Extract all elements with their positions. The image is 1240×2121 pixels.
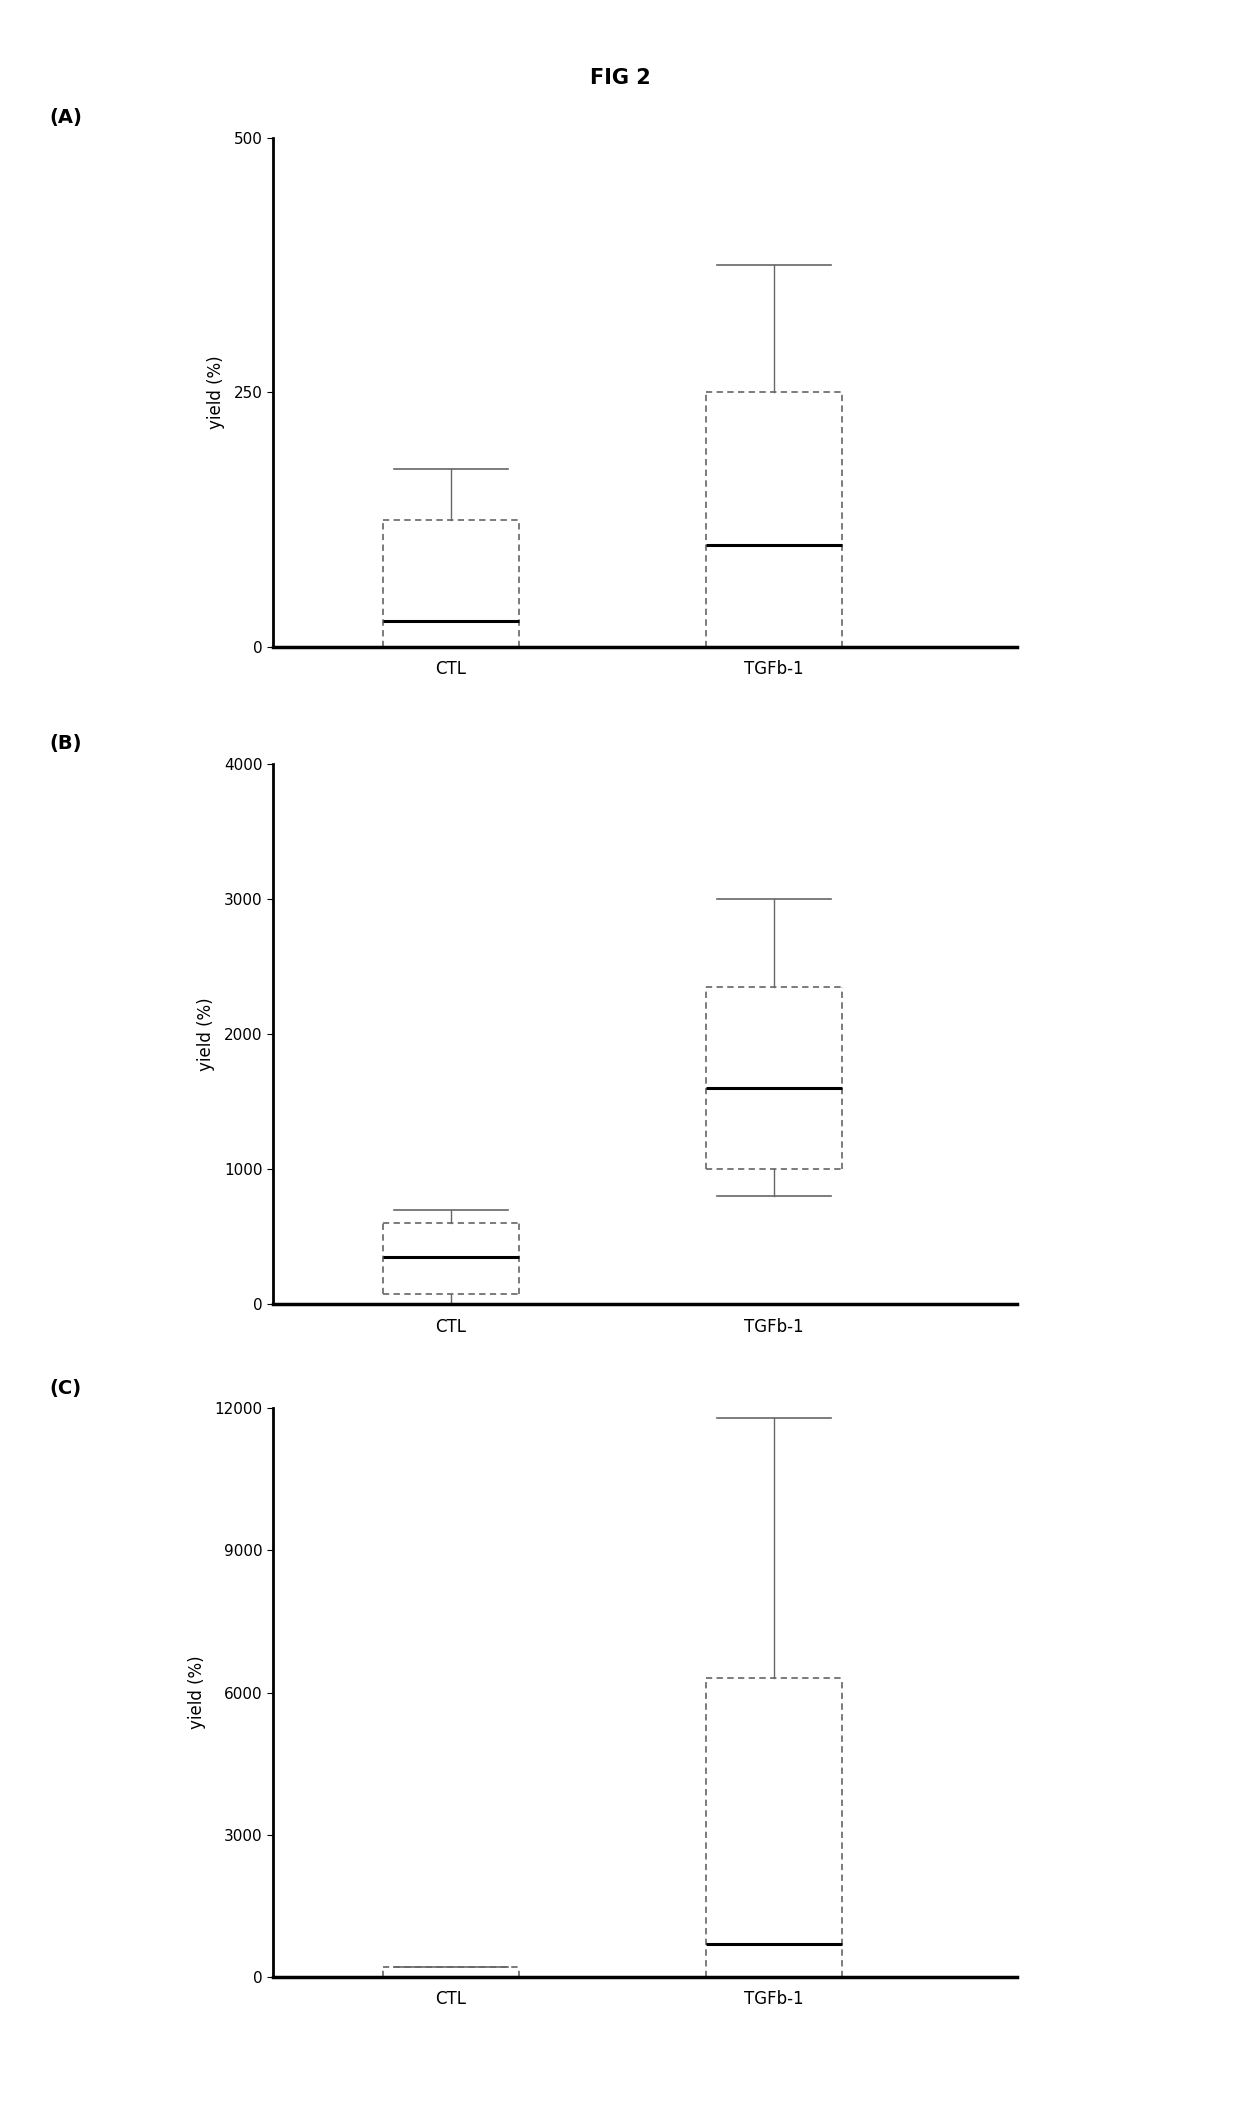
Bar — [707, 392, 842, 647]
Bar — [707, 986, 842, 1169]
Text: FIG 2: FIG 2 — [590, 68, 650, 87]
Bar — [383, 1968, 518, 1977]
Bar — [383, 520, 518, 647]
Text: (C): (C) — [50, 1379, 82, 1398]
Text: (B): (B) — [50, 734, 82, 753]
Bar — [707, 1678, 842, 1977]
Y-axis label: yield (%): yield (%) — [207, 356, 226, 428]
Y-axis label: yield (%): yield (%) — [188, 1657, 206, 1729]
Text: (A): (A) — [50, 108, 83, 127]
Y-axis label: yield (%): yield (%) — [197, 997, 216, 1071]
Bar — [383, 1224, 518, 1294]
